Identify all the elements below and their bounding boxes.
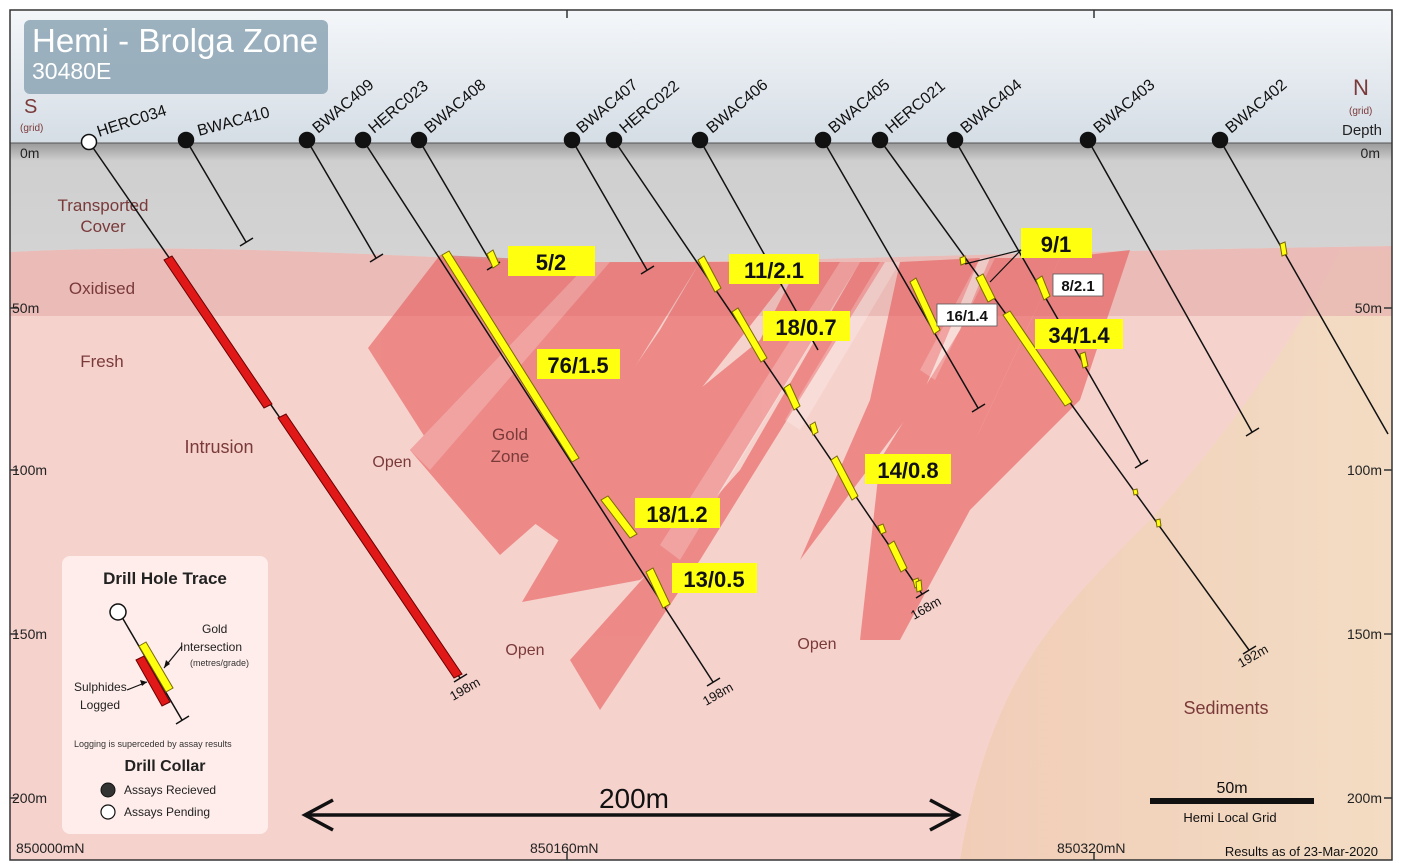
collar-bwac402 [1211,131,1229,149]
south-sub-label: (grid) [20,123,43,134]
sediments-layer [960,250,1392,860]
sulphides-logged-segments [163,255,463,679]
intersection-label-18-1-2: 18/1.2 [646,502,707,527]
depth-title-label: Depth [1342,122,1382,139]
scale-bar-sublabel: Hemi Local Grid [1183,810,1276,825]
collar-herc021 [871,131,889,149]
legend-panel: Drill Hole Trace Gold Intersection (metr… [62,556,268,834]
open-label-1: Open [372,454,411,471]
layer-transported-cover-line1: Transported [57,196,148,215]
collar-herc023 [354,131,372,149]
legend-gold-label: Gold [202,622,228,636]
gold-zone-label-line1: Gold [492,425,528,444]
legend-received-icon [100,782,116,798]
south-label: S [24,96,37,118]
depth-label-right-100: 100m [1347,462,1382,478]
depth-label-right-0: 0m [1361,145,1380,161]
transported-cover-layer [10,143,1392,263]
north-sub-label: (grid) [1349,106,1372,117]
scale-bar-50m: 50m Hemi Local Grid [1150,780,1314,825]
intersection-label-34-1-4: 34/1.4 [1048,323,1110,348]
scale-arrow-200m: 200m [301,783,962,832]
intersection-label-9-1: 9/1 [1041,232,1072,257]
legend-metres-grade-label: (metres/grade) [190,658,250,668]
layer-transported-cover-line2: Cover [80,217,126,236]
legend-pending-collar-icon [109,603,127,621]
depth-label-left-100: 100m [12,462,47,478]
intersection-label-76-1-5: 76/1.5 [547,353,608,378]
gold-zone-label-line2: Zone [491,447,530,466]
page-subtitle: 30480E [32,58,112,84]
collar-herc022 [605,131,623,149]
legend-sulphides-label: Sulphides [74,680,127,694]
title-box [24,20,328,94]
legend-collar-title: Drill Collar [124,758,206,775]
gold-intersection-segments [441,241,1288,609]
layer-fresh: Fresh [80,352,123,371]
intersection-label-13-0-5: 13/0.5 [683,567,744,592]
legend-title: Drill Hole Trace [103,569,227,588]
northing-label-850320: 850320mN [1057,840,1126,856]
collar-bwac407 [563,131,581,149]
intersection-label-16-1-4: 16/1.4 [946,308,988,325]
legend-intersection-label: Intersection [180,640,243,654]
legend-logged-label: Logged [80,698,121,712]
layer-oxidised: Oxidised [69,279,135,298]
results-note: Results as of 23-Mar-2020 [1225,844,1378,859]
scale-arrow-label: 200m [599,783,669,814]
northing-label-850160: 850160mN [530,840,599,856]
intersection-label-5-2: 5/2 [536,250,567,275]
scale-bar-label: 50m [1216,780,1247,797]
legend-pending-label: Assays Pending [124,805,211,819]
depth-label-left-200: 200m [12,790,47,806]
legend-note: Logging is superceded by assay results [74,739,232,749]
northing-label-850000: 850000mN [16,840,85,856]
intersection-labels: 5/2 76/1.5 11/2.1 18/0.7 18/1.2 13/0.5 1… [508,228,1123,593]
collar-herc034 [80,133,98,151]
intersection-label-8-2-1: 8/2.1 [1061,278,1094,295]
collar-bwac409 [298,131,316,149]
depth-label-left-0: 0m [20,145,39,161]
depth-label-right-50: 50m [1355,300,1382,316]
depth-label-left-150: 150m [12,626,47,642]
layer-sediments: Sediments [1183,698,1268,718]
intersection-label-11-2-1: 11/2.1 [744,258,804,283]
depth-label-right-200: 200m [1347,790,1382,806]
depth-label-left-50: 50m [12,300,39,316]
drill-collars [80,131,1229,151]
legend-pending-icon [100,804,116,820]
intersection-label-14-0-8: 14/0.8 [877,458,938,483]
legend-graphic [100,603,190,820]
open-label-3: Open [797,636,836,653]
legend-received-label: Assays Recieved [124,783,217,797]
depth-label-right-150: 150m [1347,626,1382,642]
collar-bwac405 [814,131,832,149]
intersection-label-18-0-7: 18/0.7 [775,315,836,340]
collar-bwac410 [177,131,195,149]
north-label: N [1353,75,1369,100]
collar-bwac404 [946,131,964,149]
open-label-2: Open [505,642,544,659]
collar-bwac406 [691,131,709,149]
layer-intrusion: Intrusion [184,437,253,457]
collar-bwac403 [1079,131,1097,149]
page-title: Hemi - Brolga Zone [32,22,319,59]
collar-bwac408 [410,131,428,149]
